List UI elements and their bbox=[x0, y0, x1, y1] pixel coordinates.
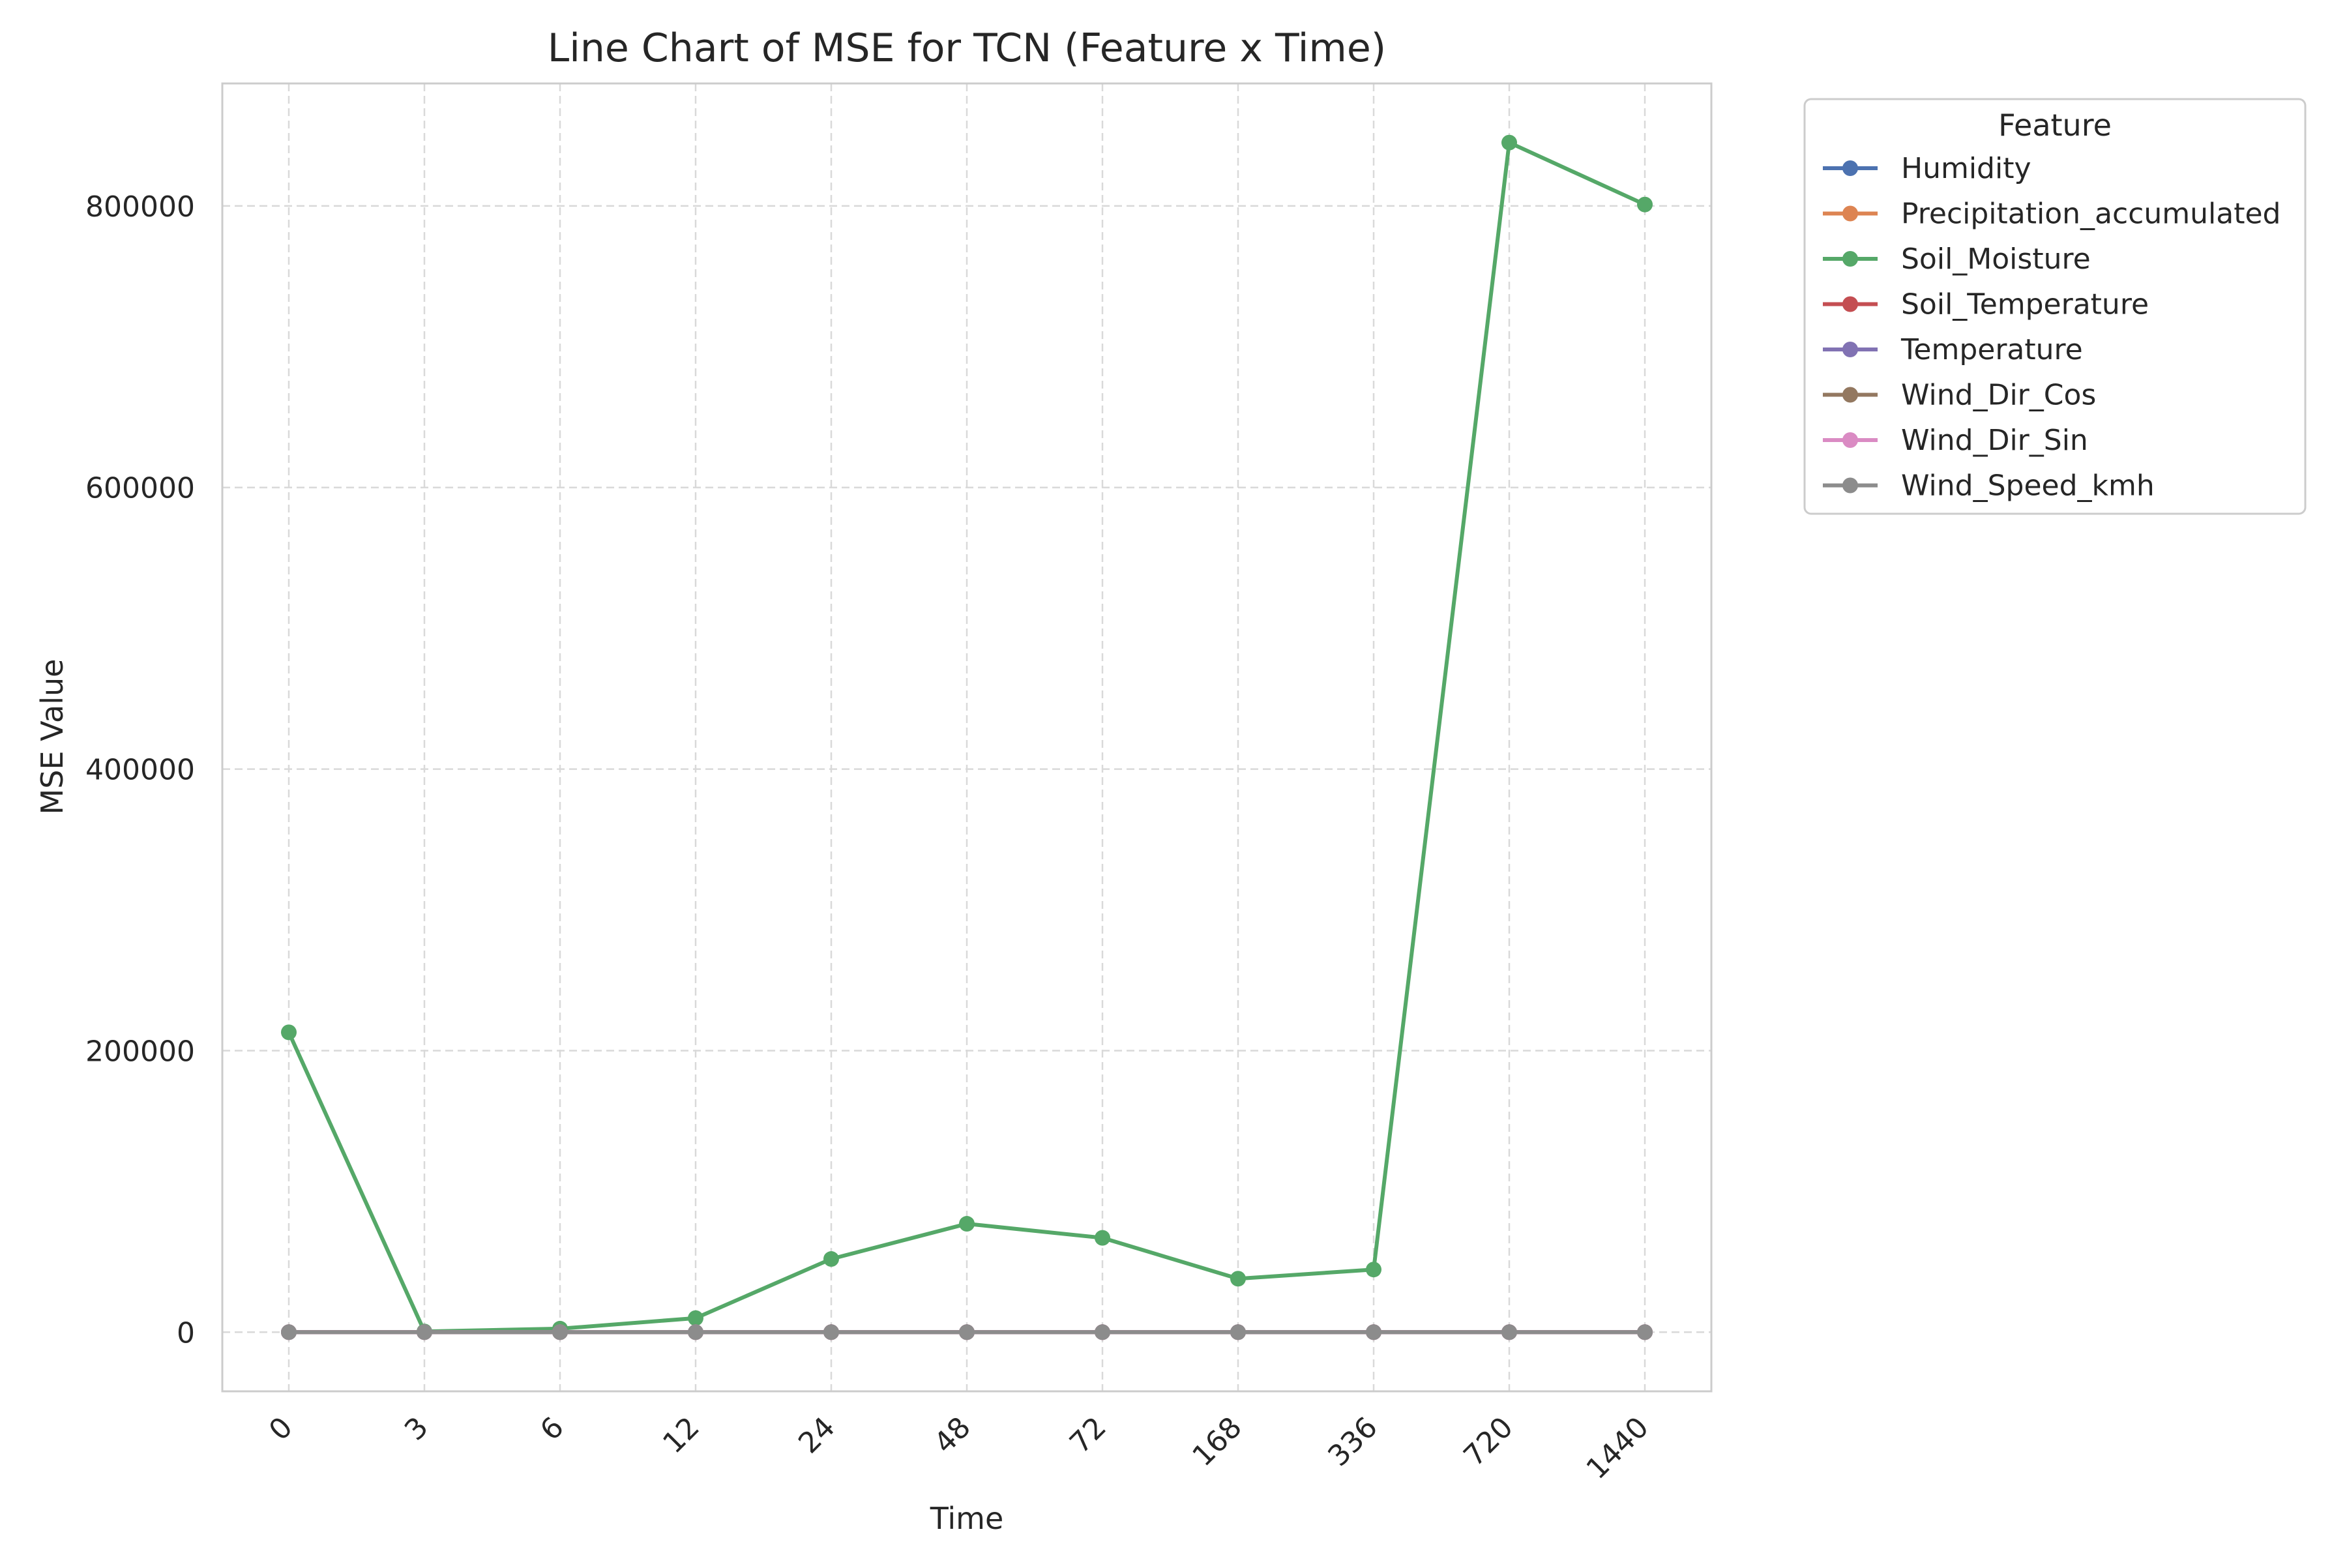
legend-marker bbox=[1842, 477, 1858, 494]
data-point bbox=[1501, 134, 1517, 151]
data-point bbox=[1501, 1324, 1517, 1340]
legend-item: Wind_Speed_kmh bbox=[1823, 469, 2155, 503]
gridlines bbox=[222, 83, 1711, 1391]
legend-marker bbox=[1842, 432, 1858, 448]
legend-label: Soil_Temperature bbox=[1901, 288, 2149, 321]
data-point bbox=[1095, 1324, 1110, 1340]
legend-marker bbox=[1842, 160, 1858, 176]
legend-marker bbox=[1842, 251, 1858, 267]
legend-label: Humidity bbox=[1901, 152, 2031, 185]
data-point bbox=[281, 1024, 297, 1041]
data-point bbox=[823, 1324, 839, 1340]
legend-item: Wind_Dir_Sin bbox=[1823, 424, 2088, 457]
data-point bbox=[1637, 1324, 1653, 1340]
data-point bbox=[1637, 196, 1653, 213]
data-point bbox=[1366, 1262, 1381, 1278]
data-point bbox=[959, 1216, 975, 1232]
legend-title: Feature bbox=[1998, 108, 2112, 143]
legend-label: Precipitation_accumulated bbox=[1901, 198, 2281, 231]
legend: Feature Humidity Precipitation_accumulate… bbox=[1803, 98, 2307, 515]
y-tick-label: 800000 bbox=[85, 190, 195, 224]
legend-frame bbox=[1803, 98, 2307, 515]
legend-label: Wind_Speed_kmh bbox=[1901, 469, 2155, 503]
legend-marker bbox=[1842, 205, 1858, 222]
legend-item: Precipitation_accumulated bbox=[1823, 198, 2281, 231]
data-point bbox=[281, 1324, 297, 1340]
plot-area-frame bbox=[221, 82, 1713, 1393]
y-tick-label: 600000 bbox=[85, 472, 195, 505]
legend-items: Humidity Precipitation_accumulated Soil_Mo… bbox=[1823, 152, 2281, 503]
data-point bbox=[552, 1324, 568, 1340]
legend-marker bbox=[1842, 296, 1858, 312]
x-axis-label: Time bbox=[930, 1501, 1004, 1536]
legend-item: Soil_Moisture bbox=[1823, 243, 2091, 276]
data-point bbox=[688, 1310, 703, 1326]
series-layer bbox=[281, 134, 1653, 1340]
y-tick-label: 200000 bbox=[85, 1035, 195, 1068]
data-point bbox=[1095, 1230, 1110, 1246]
chart-title: Line Chart of MSE for TCN (Feature x Tim… bbox=[548, 25, 1386, 71]
legend-label: Temperature bbox=[1900, 333, 2083, 366]
legend-item: Humidity bbox=[1823, 152, 2031, 185]
data-point bbox=[823, 1251, 839, 1267]
y-axis-label: MSE Value bbox=[35, 659, 70, 815]
data-point bbox=[1230, 1324, 1246, 1340]
legend-label: Wind_Dir_Cos bbox=[1901, 379, 2096, 412]
legend-label: Soil_Moisture bbox=[1901, 243, 2091, 276]
data-point bbox=[417, 1324, 432, 1340]
data-point bbox=[688, 1324, 703, 1340]
series-wind-speed-kmh bbox=[281, 1324, 1653, 1340]
data-point bbox=[1230, 1271, 1246, 1287]
legend-marker bbox=[1842, 342, 1858, 357]
data-point bbox=[959, 1324, 975, 1340]
y-axis-ticks: 0 200000 400000 600000 800000 bbox=[85, 190, 195, 1350]
y-tick-label: 400000 bbox=[85, 754, 195, 787]
legend-marker bbox=[1842, 387, 1858, 403]
y-tick-label: 0 bbox=[177, 1316, 195, 1350]
legend-item: Wind_Dir_Cos bbox=[1823, 379, 2096, 412]
legend-item: Soil_Temperature bbox=[1823, 288, 2149, 321]
legend-label: Wind_Dir_Sin bbox=[1901, 424, 2088, 457]
legend-item: Temperature bbox=[1823, 333, 2083, 366]
data-point bbox=[1366, 1324, 1381, 1340]
